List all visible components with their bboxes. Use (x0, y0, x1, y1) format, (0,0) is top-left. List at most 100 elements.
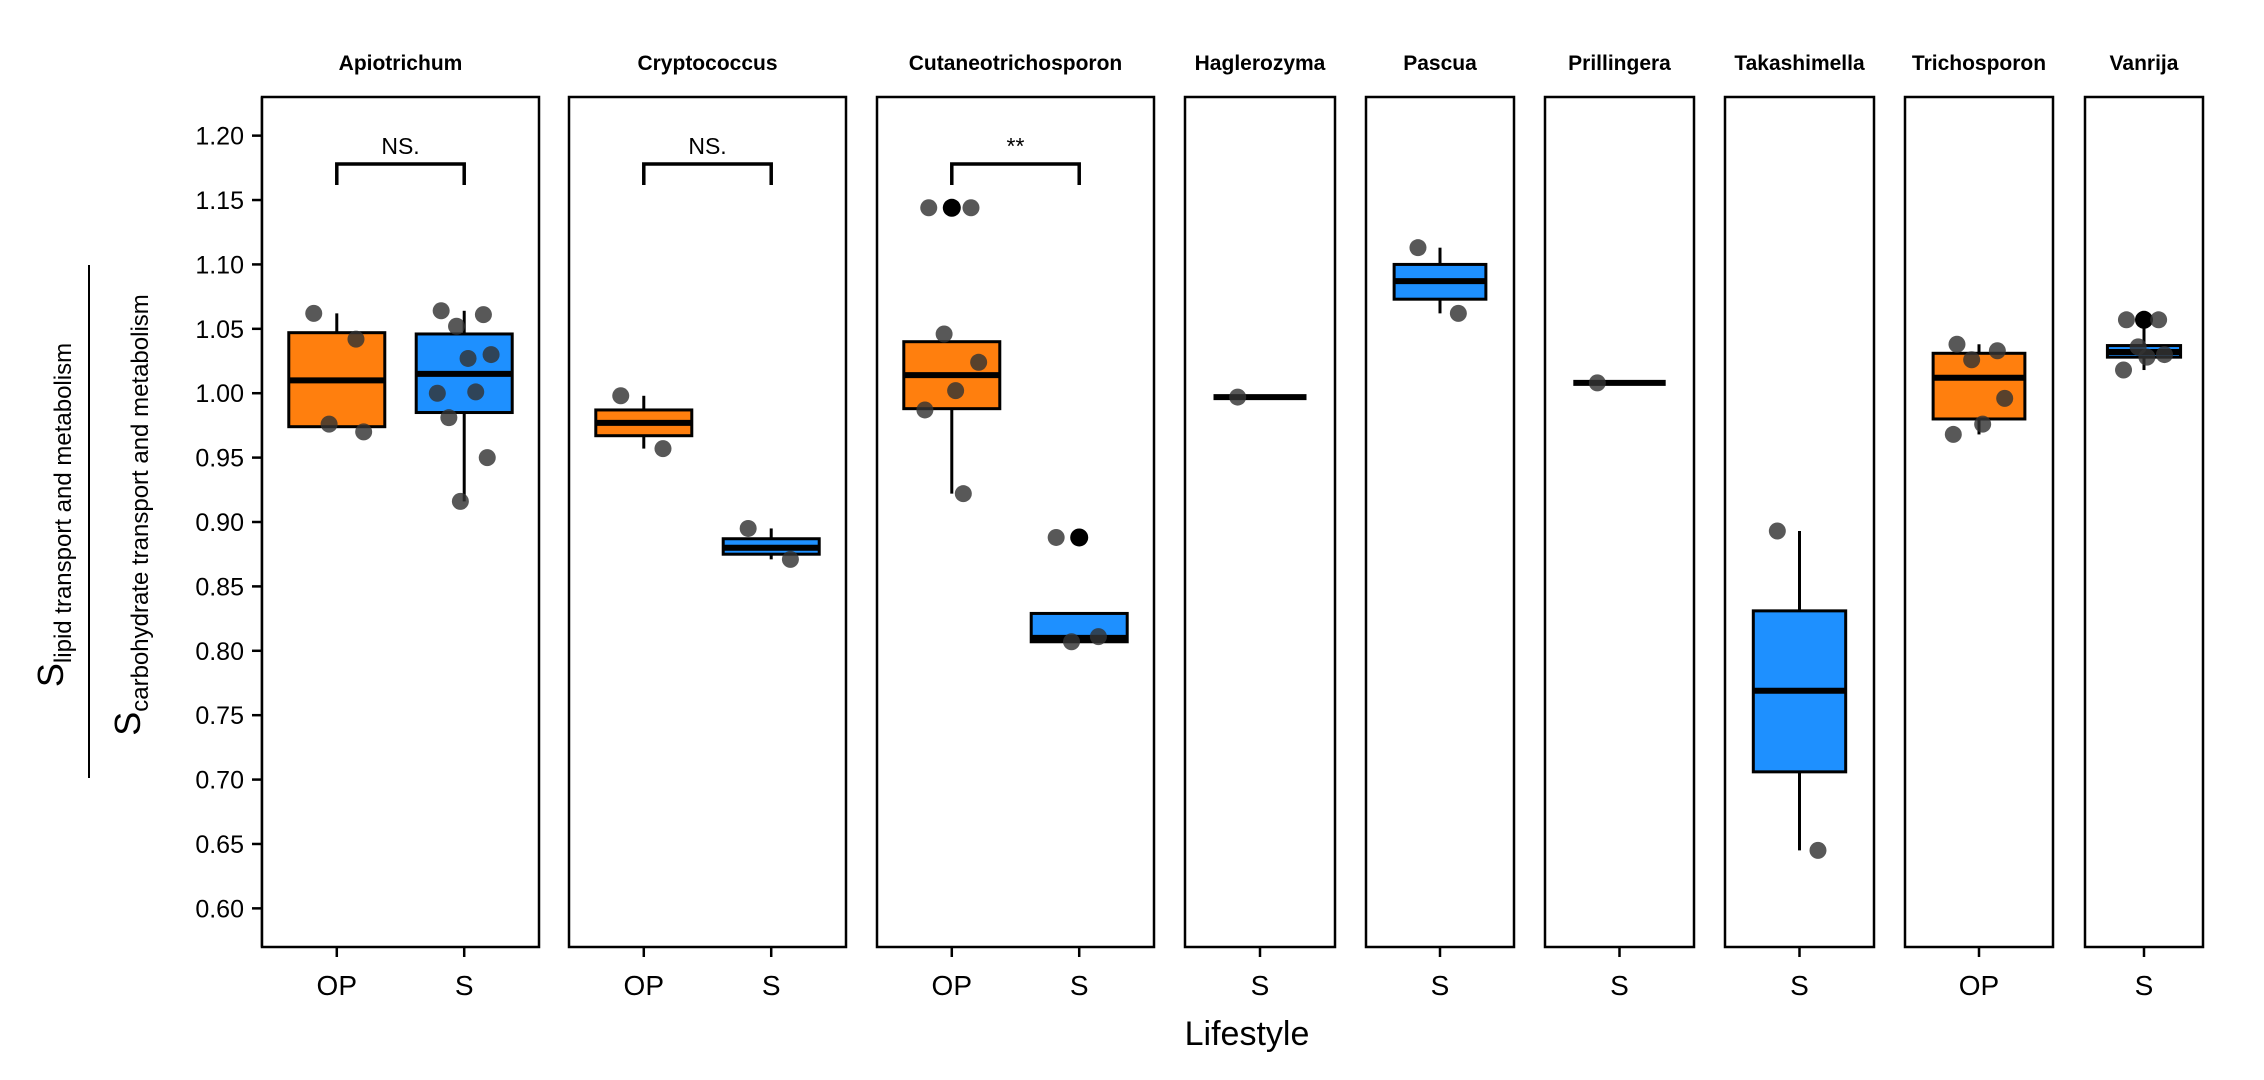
data-point (347, 330, 365, 348)
data-point (320, 415, 338, 433)
box-s (1751, 522, 1848, 859)
y-title-numerator: Slipid transport and metabolism (30, 343, 77, 687)
panel-prillingera: Prillingera S (1543, 52, 1696, 1001)
data-point (916, 401, 934, 419)
data-point (428, 384, 446, 402)
panel-frame (2083, 95, 2205, 949)
outlier-point (1070, 528, 1089, 547)
y-tick-label: 0.60 (195, 895, 244, 923)
data-point (305, 304, 323, 322)
panel-title: Pascua (1403, 52, 1477, 75)
panel-title: Cryptococcus (637, 52, 777, 75)
box-s (2105, 310, 2183, 379)
panel-haglerozyma: Haglerozyma S (1183, 52, 1337, 1001)
data-point (935, 325, 953, 343)
data-point (954, 485, 972, 503)
data-point (1974, 415, 1992, 433)
data-point (970, 353, 988, 371)
panel-title: Vanrija (2110, 52, 2179, 75)
panel-trichosporon: Trichosporon OP (1903, 52, 2055, 1001)
outlier-point (2135, 310, 2153, 329)
data-point (1948, 335, 1966, 353)
y-axis-title: Slipid transport and metabolism Scarbohyd… (30, 265, 154, 778)
y-tick-label: 0.95 (195, 445, 244, 473)
significance-label: NS. (688, 133, 726, 159)
box-s (1029, 528, 1129, 651)
data-point (1449, 304, 1467, 322)
x-tick-label: OP (624, 970, 664, 1001)
panel-frame (567, 95, 848, 949)
data-point (1944, 425, 1962, 443)
y-title-denominator: Scarbohydrate transport and metabolism (107, 294, 154, 736)
panel-frame (1183, 95, 1337, 949)
y-tick-label: 1.00 (195, 380, 244, 408)
box-s (721, 519, 821, 568)
significance-bracket (335, 162, 466, 185)
panel-title: Cutaneotrichosporon (909, 52, 1123, 75)
y-fraction: Slipid transport and metabolism Scarbohyd… (30, 265, 154, 778)
data-point (1409, 239, 1427, 257)
data-point (1229, 388, 1247, 406)
box-op (1931, 335, 2027, 443)
x-tick-label: S (1610, 970, 1629, 1001)
data-point (781, 550, 799, 568)
y-axis: 0.60 0.65 0.70 0.75 0.80 0.85 0.90 0.95 1.00 1.05… (195, 97, 264, 947)
panel-takashimella: Takashimella S (1723, 52, 1876, 1001)
x-tick-label: S (762, 970, 781, 1001)
box-s (1213, 388, 1307, 406)
data-point (1988, 342, 2006, 360)
y-tick-label: 0.85 (195, 573, 244, 601)
data-point (2117, 311, 2135, 329)
data-point (2150, 311, 2168, 329)
y-tick-label: 0.90 (195, 509, 244, 537)
y-tick-label: 1.15 (195, 187, 244, 215)
data-point (1047, 528, 1065, 546)
panels: Apiotrichum OP S NS. Cryptococcus OP S NS. Cutan… (260, 52, 2205, 1001)
significance-label: NS. (381, 133, 419, 159)
box-s (1392, 239, 1488, 322)
data-point (1063, 633, 1081, 651)
data-point (612, 387, 630, 405)
box-op (902, 198, 1002, 503)
box-s (414, 302, 514, 510)
panel-title: Apiotrichum (339, 52, 463, 75)
y-tick-label: 0.75 (195, 702, 244, 730)
data-point (947, 382, 965, 400)
panel-title: Trichosporon (1912, 52, 2046, 75)
box-op (594, 387, 694, 458)
box-op (287, 304, 387, 441)
data-point (1089, 628, 1107, 646)
data-point (962, 199, 980, 217)
x-axis-title: Lifestyle (1185, 1015, 1310, 1053)
x-tick-label: OP (932, 970, 972, 1001)
panel-vanrija: Vanrija S (2083, 52, 2205, 1001)
data-point (459, 349, 477, 367)
significance-bracket (642, 162, 773, 185)
x-tick-label: S (1431, 970, 1450, 1001)
y-tick-label: 0.70 (195, 767, 244, 795)
data-point (448, 317, 466, 335)
panel-pascua: Pascua S (1364, 52, 1516, 1001)
panel-apiotrichum: Apiotrichum OP S NS. (260, 52, 541, 1001)
panel-frame (1364, 95, 1516, 949)
data-point (451, 492, 469, 510)
panel-frame (1543, 95, 1696, 949)
y-tick-label: 0.65 (195, 831, 244, 859)
data-point (482, 346, 500, 364)
data-point (2155, 346, 2173, 364)
data-point (1768, 522, 1786, 540)
y-tick-label: 1.10 (195, 251, 244, 279)
data-point (432, 302, 450, 320)
x-tick-label: S (1070, 970, 1089, 1001)
data-point (2115, 361, 2133, 379)
x-tick-label: S (1251, 970, 1270, 1001)
panel-title: Prillingera (1568, 52, 1671, 75)
data-point (440, 409, 458, 427)
data-point (355, 423, 373, 441)
y-tick-label: 1.05 (195, 316, 244, 344)
panel-title: Takashimella (1734, 52, 1865, 75)
data-point (920, 199, 938, 217)
x-tick-label: OP (317, 970, 357, 1001)
panel-frame (1903, 95, 2055, 949)
